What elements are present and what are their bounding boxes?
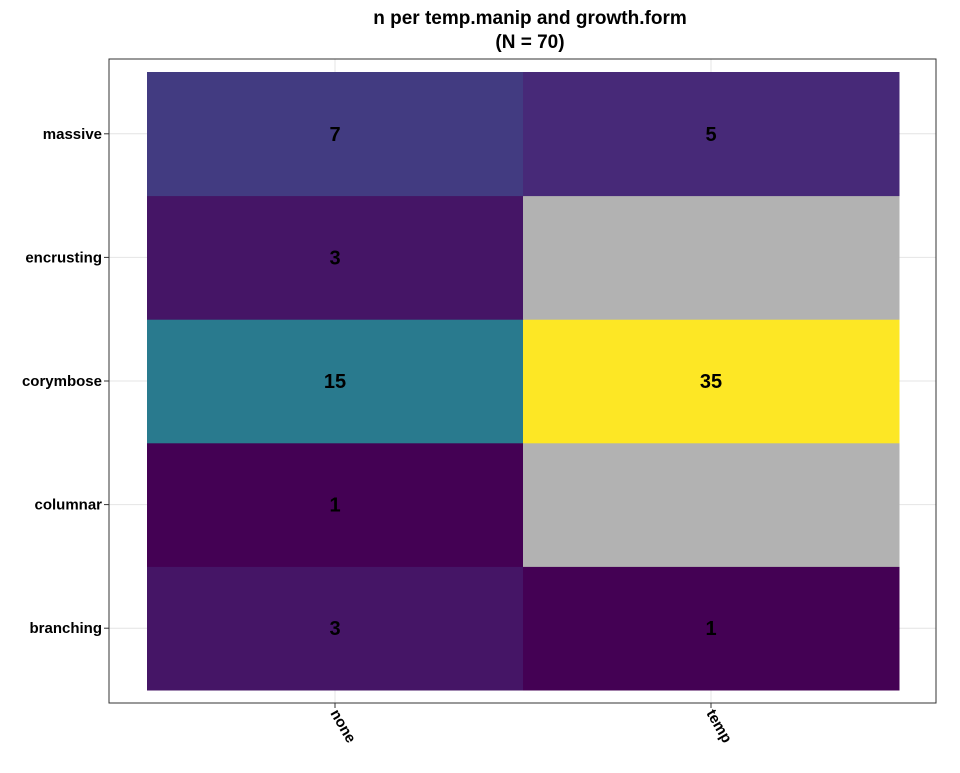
- y-axis: branching columnar corymbose encrusting mass…: [22, 126, 109, 637]
- y-tick-label: massive: [43, 126, 102, 143]
- x-tick-label: none: [327, 707, 360, 747]
- cell-layer: [147, 72, 900, 691]
- heatmap-cell: [147, 319, 524, 444]
- cell-value-label: 3: [329, 247, 340, 269]
- cell-value-label: 1: [705, 618, 716, 640]
- chart-title: n per temp.manip and growth.form: [373, 8, 687, 29]
- heatmap-cell: [523, 319, 900, 444]
- x-tick-label: temp: [703, 707, 736, 747]
- heatmap-cell: [147, 566, 524, 691]
- heatmap-cell: [523, 566, 900, 691]
- cell-value-label: 1: [329, 495, 340, 517]
- cell-value-label: 35: [700, 371, 722, 393]
- x-axis: none temp: [327, 703, 736, 747]
- heatmap-cell: [523, 72, 900, 197]
- y-tick-label: encrusting: [25, 249, 102, 266]
- y-tick-label: corymbose: [22, 373, 102, 390]
- chart-subtitle: (N = 70): [495, 32, 564, 53]
- cell-label-layer: 3 1 1 15 35 3 7 5: [324, 124, 722, 640]
- heatmap-cell: [147, 442, 524, 567]
- heatmap-cell: [147, 72, 524, 197]
- cell-value-label: 15: [324, 371, 346, 393]
- cell-value-label: 7: [329, 124, 340, 146]
- heatmap-cell: [523, 195, 900, 320]
- y-tick-label: columnar: [34, 497, 102, 514]
- cell-value-label: 5: [705, 124, 716, 146]
- cell-value-label: 3: [329, 618, 340, 640]
- y-tick-label: branching: [29, 620, 102, 637]
- heatmap-cell: [147, 195, 524, 320]
- heatmap-cell: [523, 442, 900, 567]
